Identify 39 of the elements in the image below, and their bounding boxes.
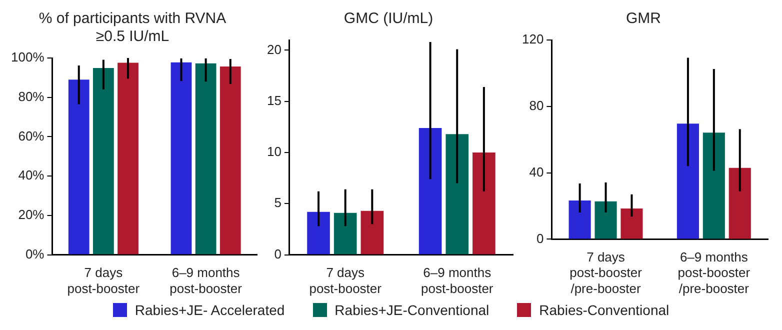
y-tick-label: 0 — [274, 246, 281, 262]
y-tick-label: 80 — [529, 98, 544, 113]
y-tick-label: 80% — [18, 88, 45, 104]
y-tick-label: 5 — [274, 195, 281, 210]
bar — [594, 201, 617, 239]
chart-title: % of participants with RVNA ≥0.5 IU/mL — [38, 10, 226, 46]
x-tick-label: 6–9 months post-booster — [420, 265, 494, 296]
x-tick-label: 7 days post-booster /pre-booster — [570, 250, 643, 296]
y-tick-label: 15 — [266, 92, 281, 108]
legend-label: Rabies+JE-Conventional — [334, 302, 490, 318]
y-tick-label: 0 — [536, 230, 544, 246]
x-tick-label: 6–9 months post-booster — [170, 265, 243, 296]
y-tick-label: 120 — [522, 32, 544, 47]
y-tick-label: 40 — [529, 164, 544, 180]
legend-label: Rabies+JE- Accelerated — [134, 302, 285, 318]
chart-title: GMR — [626, 10, 662, 28]
legend-label: Rabies-Conventional — [539, 302, 670, 318]
bar — [676, 124, 699, 239]
bar — [360, 210, 384, 254]
y-tick-label: 20% — [18, 207, 45, 222]
chart-title: GMC (IU/mL) — [343, 10, 433, 28]
bar — [333, 212, 356, 254]
y-tick-label: 60% — [18, 128, 45, 144]
bar — [445, 134, 468, 254]
x-tick-label: 6–9 months post-booster /pre-booster — [678, 250, 751, 296]
bar — [728, 168, 751, 239]
bar — [568, 200, 591, 239]
y-tick-label: 20 — [266, 42, 281, 57]
x-tick-label: 7 days post-booster — [308, 265, 382, 296]
x-tick-label: 7 days post-booster — [67, 265, 140, 296]
y-tick-label: 40% — [18, 168, 45, 183]
y-tick-label: 0% — [25, 246, 45, 262]
bar — [620, 208, 643, 239]
bar — [306, 212, 330, 254]
bar — [472, 152, 495, 254]
y-tick-label: 10 — [266, 144, 281, 160]
bar — [418, 128, 442, 254]
bar — [702, 132, 725, 239]
y-tick-label: 100% — [11, 50, 45, 65]
